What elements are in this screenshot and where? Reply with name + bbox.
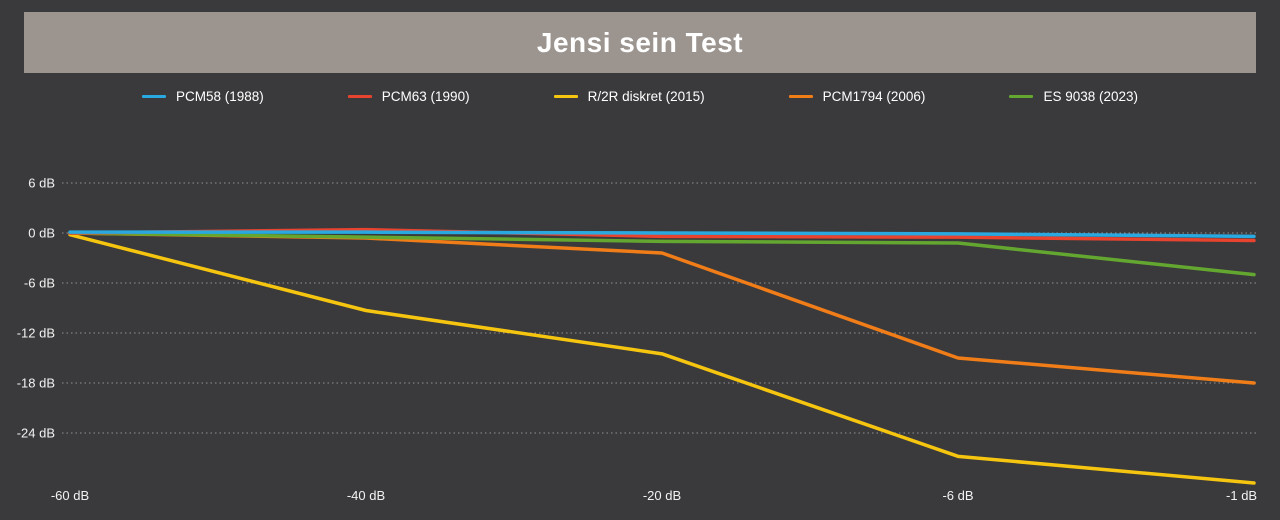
- legend-item-pcm58-1988[interactable]: PCM58 (1988): [141, 88, 264, 104]
- y-axis-label: -12 dB: [16, 325, 55, 341]
- x-axis: -60 dB -40 dB -20 dB -6 dB -1 dB: [0, 488, 1280, 508]
- x-axis-label: -6 dB: [942, 488, 974, 503]
- legend-swatch-icon: [1009, 94, 1034, 98]
- legend-swatch-icon: [141, 94, 166, 98]
- series-line-es-9038-2023: [68, 231, 1256, 277]
- x-axis-label: -20 dB: [642, 488, 682, 503]
- legend-swatch-icon: [347, 94, 372, 98]
- y-axis-label: -6 dB: [23, 275, 55, 291]
- legend-item-es-9038-2023[interactable]: ES 9038 (2023): [1009, 89, 1138, 104]
- y-axis-label: 6 dB: [28, 175, 55, 191]
- series-line-r-2r-diskret-2015: [68, 232, 1256, 485]
- legend: PCM58 (1988) PCM63 (1990) R/2R diskret (20…: [0, 86, 1280, 106]
- y-axis: 6 dB 0 dB -6 dB -12 dB -18 dB -24 dB: [0, 0, 60, 520]
- legend-label: PCM63 (1990): [381, 88, 470, 104]
- legend-item-r-2r-diskret-2015[interactable]: R/2R diskret (2015): [553, 88, 705, 104]
- y-axis-label: 0 dB: [28, 225, 55, 241]
- x-axis-label: -40 dB: [346, 488, 386, 503]
- chart-title-bar: Jensi sein Test: [24, 12, 1256, 73]
- legend-swatch-icon: [788, 94, 813, 98]
- legend-label: ES 9038 (2023): [1043, 88, 1139, 104]
- legend-label: PCM58 (1988): [175, 88, 264, 104]
- legend-item-pcm1794-2006[interactable]: PCM1794 (2006): [788, 88, 926, 104]
- x-axis-label: -60 dB: [50, 488, 90, 503]
- y-axis-label: -24 dB: [16, 425, 55, 441]
- legend-swatch-icon: [553, 94, 578, 98]
- y-axis-label: -18 dB: [16, 375, 55, 391]
- legend-item-pcm63-1990[interactable]: PCM63 (1990): [347, 88, 470, 104]
- series-line-pcm58-1988: [68, 230, 1256, 239]
- chart-title: Jensi sein Test: [536, 26, 744, 58]
- legend-label: R/2R diskret (2015): [587, 88, 705, 104]
- x-axis-label: -1 dB: [1226, 488, 1258, 503]
- legend-label: PCM1794 (2006): [822, 88, 926, 104]
